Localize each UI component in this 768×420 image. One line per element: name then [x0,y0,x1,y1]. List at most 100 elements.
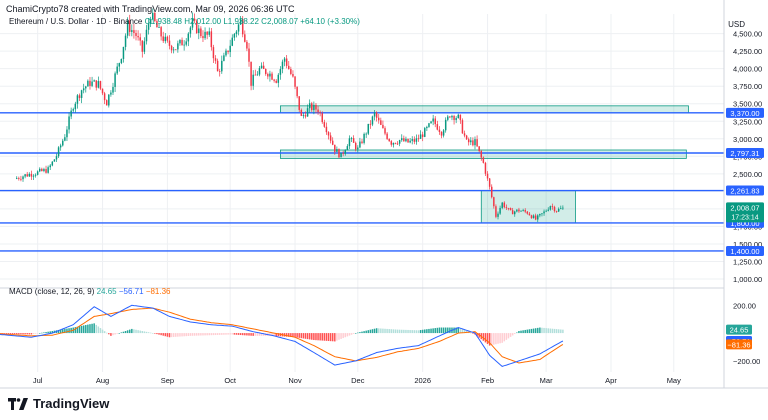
price-tick-label: 4,000.00 [733,65,762,74]
macd-histogram-bar [562,329,564,334]
macd-histogram-bar [453,327,455,334]
macd-histogram-bar [112,333,114,336]
macd-histogram-bar [327,333,330,342]
candle-body [319,112,321,114]
candle-body [135,33,137,36]
candle-body [34,174,37,176]
candle-body [95,80,98,88]
price-tick-label: 1,000.00 [733,275,762,284]
candle-body [375,112,378,118]
macd-histogram-bar [229,333,231,335]
macd-histogram-bar [551,328,554,334]
macd-histogram-bar [553,328,556,334]
macd-histogram-bar [357,332,359,334]
macd-histogram-bar [311,333,313,340]
macd-histogram-bar [292,333,294,338]
candle-body [39,168,41,172]
time-axis[interactable]: Jul Aug Sep Oct Nov Dec 2026 Feb Mar Apr May [0,376,768,389]
candle-body [212,47,215,59]
candle-body [288,65,290,70]
candle-body [514,211,516,215]
candle-body [189,27,192,34]
candle-body [214,58,217,61]
candle-body [486,173,489,179]
macd-histogram-bar [359,332,361,334]
macd-histogram-bar [89,324,91,334]
macd-value-tag [726,339,752,350]
macd-histogram-bar [246,333,248,336]
symbol-legend[interactable]: Ethereum / U.S. Dollar · 1D · Binance O1… [9,17,360,26]
candle-body [131,30,133,32]
candle-body [30,173,33,177]
candle-body [373,112,376,117]
candle-body [549,206,552,210]
macd-histogram-bar [128,329,131,334]
macd-histogram-bar [133,329,135,334]
price-tick-label: 3,000.00 [733,135,762,144]
macd-histogram-bar [317,333,319,341]
candle-body [250,61,252,86]
candle-body [103,93,106,101]
time-tick-label: Oct [224,376,237,385]
candle-body [472,140,474,146]
candle-body [428,123,430,127]
horizontal-levels[interactable] [0,112,724,252]
candle-body [541,213,543,215]
macd-histogram-bar [436,327,439,334]
candle-body [306,108,309,117]
level-price-label: 1,800.00 [730,219,759,228]
candle-body [175,49,177,51]
candle-body [300,109,303,116]
candle-body [457,114,460,119]
macd-histogram-bar [122,331,125,334]
candle-body [204,31,206,39]
macd-histogram-bar [430,328,432,334]
macd-histogram-bar [518,331,520,334]
macd-histogram-bar [528,329,531,334]
macd-histogram-bar [120,332,123,334]
candle-body [447,116,449,120]
brand[interactable]: TradingView [8,396,109,411]
macd-histogram-bar [313,333,315,341]
candle-body [15,178,18,179]
candle-body [246,41,248,49]
macd-histogram-bar [373,328,376,334]
macd-histogram-bar [28,333,31,335]
candle-body [537,215,539,220]
macd-histogram-bar [302,333,305,339]
macd-histogram-bar [398,329,401,334]
macd-histogram-bar [164,333,167,337]
macd-histogram-bar [294,333,296,338]
candle-body [187,33,190,42]
macd-legend[interactable]: MACD (close, 12, 26, 9) 24.65 −56.71 −81… [9,287,171,296]
macd-histogram-bar [43,332,45,334]
candle-body [329,135,332,141]
macd-histogram-bar [95,324,98,334]
candle-body [172,49,175,51]
candle-body [267,73,269,77]
candle-body [237,24,240,32]
time-tick-label: May [667,376,681,385]
candle-body [405,138,407,142]
candle-body [453,115,455,121]
candle-body [80,90,83,98]
macd-value-label: −81.36 [727,340,750,349]
candle-body [344,150,347,154]
candle-body [108,94,110,106]
macd-histogram-bar [181,333,183,337]
candle-body [449,116,451,118]
candle-body [354,142,357,150]
candle-body [24,174,26,177]
price-axis[interactable]: 1,000.001,250.001,500.001,750.002,000.00… [723,0,764,388]
candle-body [505,207,508,209]
candle-body [526,211,529,214]
time-tick-label: Sep [161,376,174,385]
candle-body [248,48,250,62]
candle-body [168,40,171,46]
macd-histogram-bar [417,330,420,334]
candle-body [493,197,495,207]
candle-body [43,169,45,172]
macd-histogram-bar [365,330,367,334]
candle-body [260,65,263,69]
